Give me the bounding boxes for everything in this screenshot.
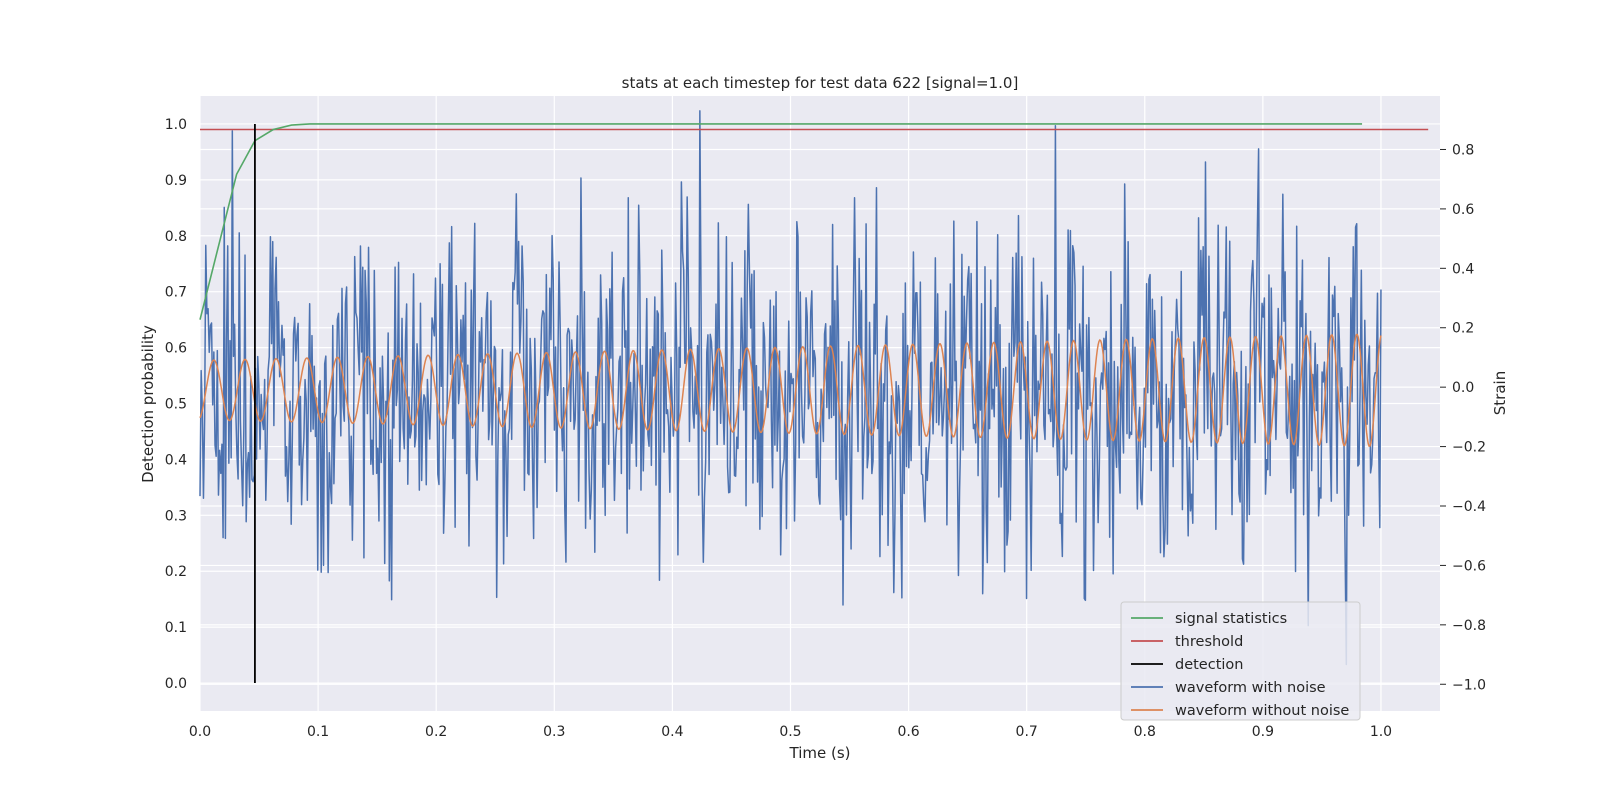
y2-tick-label: −0.6 [1452, 558, 1486, 574]
y-tick-label: 0.3 [165, 508, 187, 524]
legend-label: detection [1175, 657, 1243, 673]
y-tick-label: 1.0 [165, 117, 187, 133]
x-tick-label: 1.0 [1370, 724, 1392, 740]
x-tick-label: 0.6 [897, 724, 919, 740]
legend-label: waveform without noise [1175, 703, 1349, 719]
y-tick-label: 0.8 [165, 229, 187, 245]
series-signal-statistics [199, 123, 1363, 320]
series-waveform-without-noise [199, 333, 1382, 448]
x-tick-label: 0.9 [1252, 724, 1274, 740]
axes-layer: 0.0 0.1 0.2 0.3 0.4 0.5 0.6 0.7 0.8 0.9 1.0 0.0 0.1 0… [165, 117, 1486, 740]
y-tick-label: 0.9 [165, 173, 187, 189]
y2-tick-label: −0.2 [1452, 440, 1486, 456]
x-tick-label: 0.0 [189, 724, 211, 740]
y-tick-label: 0.1 [165, 620, 187, 636]
y-tick-label: 0.0 [165, 676, 187, 692]
x-tick-label: 0.3 [543, 724, 565, 740]
legend: signal statistics threshold detection wavef… [1120, 601, 1361, 721]
y2-tick-label: 0.4 [1452, 261, 1474, 277]
y2-tick-label: −0.4 [1452, 499, 1486, 515]
y2-tick-label: −0.8 [1452, 618, 1486, 634]
x-tick-label: 0.8 [1134, 724, 1156, 740]
y2-axis-label: Strain [1491, 371, 1509, 415]
y-tick-label: 0.4 [165, 452, 187, 468]
y-tick-label: 0.6 [165, 341, 187, 357]
y2-tick-label: 0.8 [1452, 142, 1474, 158]
y-tick-label: 0.7 [165, 285, 187, 301]
y2-tick-label: 0.6 [1452, 202, 1474, 218]
legend-label: waveform with noise [1175, 680, 1326, 696]
legend-label: signal statistics [1175, 611, 1287, 627]
x-tick-label: 0.4 [661, 724, 683, 740]
y2-tick-label: −1.0 [1452, 677, 1486, 693]
y-axis-label: Detection probability [139, 325, 157, 483]
y-tick-label: 0.2 [165, 564, 187, 580]
legend-box [1120, 601, 1361, 721]
x-tick-label: 0.5 [779, 724, 801, 740]
series-layer [199, 110, 1429, 684]
legend-label: threshold [1175, 634, 1243, 650]
y2-tick-label: 0.0 [1452, 380, 1474, 396]
x-axis-label: Time (s) [789, 744, 851, 762]
y2-tick-label: 0.2 [1452, 321, 1474, 337]
x-tick-label: 0.1 [307, 724, 329, 740]
chart-title: stats at each timestep for test data 622… [622, 74, 1019, 92]
x-tick-label: 0.2 [425, 724, 447, 740]
y-tick-label: 0.5 [165, 397, 187, 413]
x-tick-label: 0.7 [1016, 724, 1038, 740]
